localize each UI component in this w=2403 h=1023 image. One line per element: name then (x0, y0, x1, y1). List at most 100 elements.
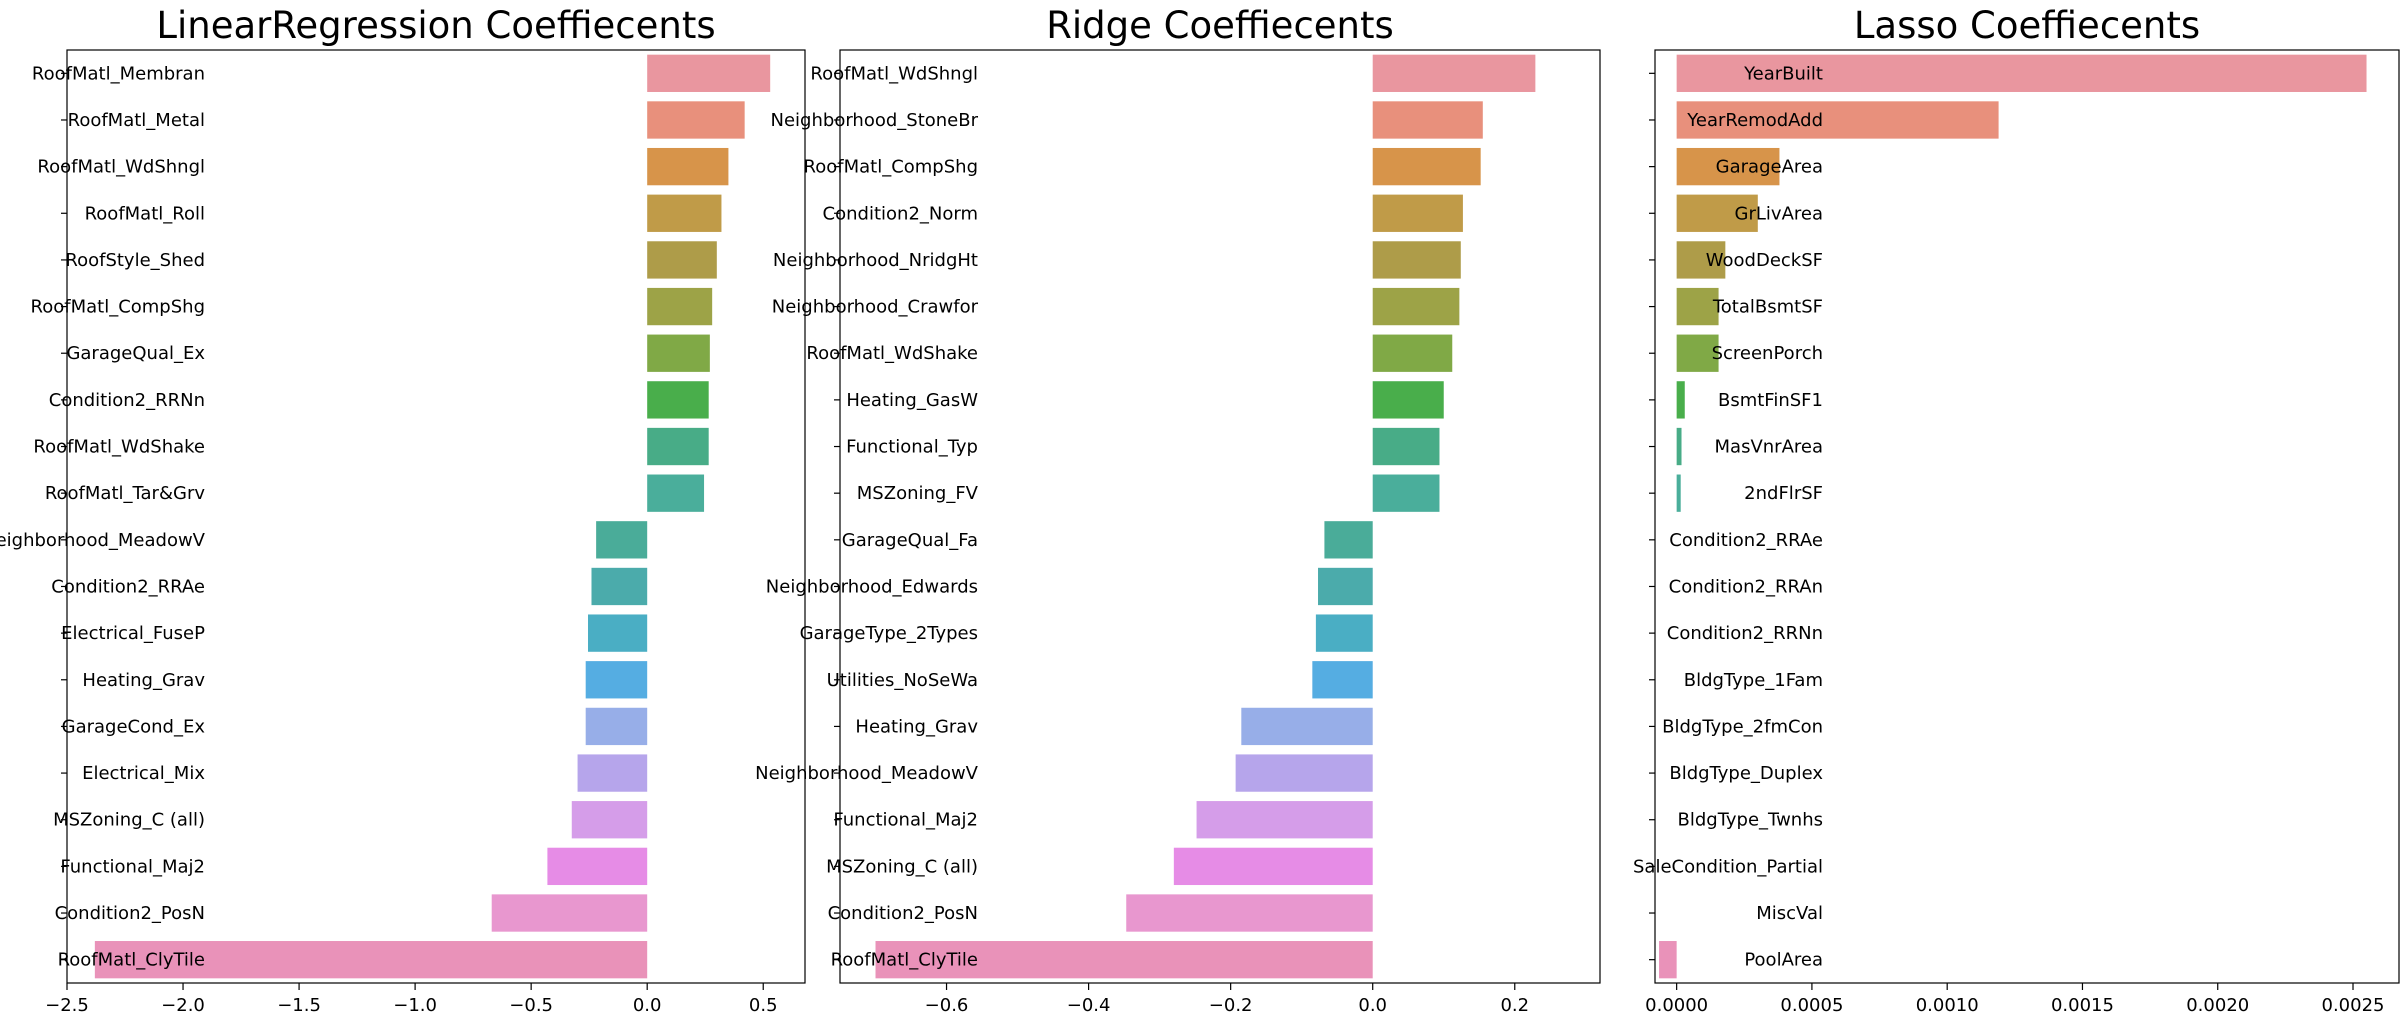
bar-roofmatl-wdshake (647, 427, 709, 466)
bar-neighborhood-meadowv (1235, 754, 1373, 792)
bar-condition2-rrnn (647, 381, 709, 419)
y-tick-label: Neighborhood_StoneBr (771, 110, 979, 131)
y-tick-label: RoofMatl_WdShngl (37, 157, 205, 178)
y-tick-label: Condition2_RRAe (1669, 530, 1823, 551)
y-tick-label: GarageQual_Ex (66, 343, 205, 364)
x-tick-label: 0.0000 (1645, 995, 1708, 1016)
bar-roofmatl-compshg (647, 287, 713, 326)
bar-roofmatl-wdshngl (647, 147, 729, 186)
chart-panel-2: Ridge Coeffiecents RoofMatl_WdShngl Neighb… (755, 4, 1601, 1016)
x-tick-label: 0.0015 (2051, 995, 2114, 1016)
y-tick-label: Electrical_Mix (82, 763, 205, 784)
y-tick-label: Condition2_RRNn (1667, 623, 1823, 644)
y-tick-label: Neighborhood_MeadowV (755, 763, 979, 784)
y-tick-label: RoofMatl_CompShg (31, 297, 205, 318)
y-tick-label: RoofMatl_WdShake (806, 343, 978, 364)
bar-roofmatl-clytile (94, 941, 648, 979)
chart-title: Lasso Coeffiecents (1854, 4, 2200, 47)
x-tick-label: −0.5 (509, 995, 553, 1016)
y-tick-label: GarageType_2Types (800, 623, 978, 644)
bar-garagetype-2types (1315, 614, 1373, 652)
y-tick-label: BldgType_2fmCon (1662, 716, 1823, 737)
y-tick-label: WoodDeckSF (1706, 250, 1823, 271)
x-tick-label: 0.0020 (2186, 995, 2249, 1016)
bar-roofmatl-metal (647, 101, 745, 139)
bar-roofmatl-wdshngl (1372, 54, 1536, 92)
y-tick-label: Condition2_Norm (823, 203, 978, 224)
x-tick-label: −2.0 (161, 995, 205, 1016)
y-tick-label: Heating_Grav (855, 716, 978, 737)
y-tick-label: BsmtFinSF1 (1718, 390, 1823, 411)
y-tick-label: MSZoning_C (all) (53, 810, 205, 831)
y-tick-label: MSZoning_FV (857, 483, 979, 504)
bar-totalbsmtsf (1676, 287, 1719, 326)
y-tick-label: Condition2_RRAn (1669, 576, 1823, 597)
x-tick-label: 0.0 (633, 995, 662, 1016)
bar-neighborhood-stonebr (1372, 101, 1483, 139)
y-tick-label: Condition2_RRAe (51, 576, 205, 597)
y-tick-label: SaleCondition_Partial (1633, 856, 1823, 877)
bar-roofmatl-compshg (1372, 147, 1481, 186)
axes-frame (66, 49, 806, 984)
bar-screenporch (1676, 334, 1719, 372)
axes-frame (839, 49, 1601, 984)
bar-electrical-fusep (588, 614, 648, 652)
bar-condition2-posn (1126, 894, 1373, 932)
y-tick-label: Functional_Maj2 (833, 810, 978, 831)
y-tick-label: RoofMatl_CompShg (804, 157, 978, 178)
y-tick-label: PoolArea (1744, 950, 1823, 971)
bar-neighborhood-nridght (1372, 241, 1461, 279)
y-tick-label: BldgType_Duplex (1669, 763, 1823, 784)
y-tick-label: GarageCond_Ex (62, 716, 206, 737)
bar-garagearea (1676, 147, 1780, 186)
bar-bsmtfinsf1 (1676, 381, 1685, 419)
y-tick-label: Condition2_PosN (828, 903, 978, 924)
x-tick-label: −0.4 (1067, 995, 1111, 1016)
y-tick-label: MSZoning_C (all) (826, 856, 978, 877)
bar-wooddecksf (1676, 241, 1726, 279)
bar-garagecond-ex (585, 707, 648, 746)
bar-garagequal-ex (647, 334, 710, 372)
y-tick-label: Heating_Grav (82, 670, 205, 691)
y-tick-label: RoofMatl_Metal (68, 110, 205, 131)
y-tick-label: ScreenPorch (1712, 343, 1823, 364)
bar-functional-maj2 (1196, 801, 1373, 839)
bar-mszoning-c-all- (571, 801, 648, 839)
bar-roofmatl-tar-grv (647, 474, 705, 512)
chart-title: Ridge Coeffiecents (1046, 4, 1394, 47)
x-tick-label: −1.0 (393, 995, 437, 1016)
y-tick-label: MasVnrArea (1715, 437, 1823, 458)
y-tick-label: 2ndFlrSF (1744, 483, 1823, 504)
y-tick-label: RoofMatl_Tar&Grv (45, 483, 206, 504)
bar-neighborhood-crawfor (1372, 287, 1460, 326)
x-tick-label: 0.2 (1500, 995, 1529, 1016)
y-tick-label: Condition2_PosN (55, 903, 205, 924)
bar-masvnrarea (1676, 427, 1682, 466)
y-tick-label: Functional_Typ (846, 437, 978, 458)
x-tick-label: −0.6 (925, 995, 969, 1016)
bar-yearremodadd (1676, 101, 1999, 139)
bar-utilities-nosewa (1312, 661, 1373, 699)
axes-frame (1654, 49, 2400, 984)
x-tick-label: 0.0 (1358, 995, 1387, 1016)
y-tick-label: RoofStyle_Shed (65, 250, 205, 271)
bar-condition2-posn (491, 894, 648, 932)
bar-functional-maj2 (547, 847, 648, 886)
bar-2ndflrsf (1676, 474, 1681, 512)
y-tick-label: RoofMatl_WdShngl (810, 63, 978, 84)
y-tick-label: Neighborhood_NridgHt (773, 250, 978, 271)
chart-panel-1: LinearRegression Coeffiecents RoofMatl_Me… (0, 4, 806, 1016)
bar-poolarea (1659, 941, 1677, 979)
bar-heating-gasw (1372, 381, 1444, 419)
bar-heating-grav (585, 661, 648, 699)
y-tick-label: Neighborhood_Edwards (766, 576, 978, 597)
x-tick-label: 0.0005 (1780, 995, 1843, 1016)
y-tick-label: Functional_Maj2 (60, 856, 205, 877)
bar-condition2-norm (1372, 194, 1463, 232)
y-tick-label: YearRemodAdd (1686, 110, 1823, 131)
bar-mszoning-c-all- (1173, 847, 1373, 886)
x-tick-label: −0.2 (1209, 995, 1253, 1016)
bar-roofmatl-roll (647, 194, 722, 232)
y-tick-label: BldgType_1Fam (1684, 670, 1823, 691)
